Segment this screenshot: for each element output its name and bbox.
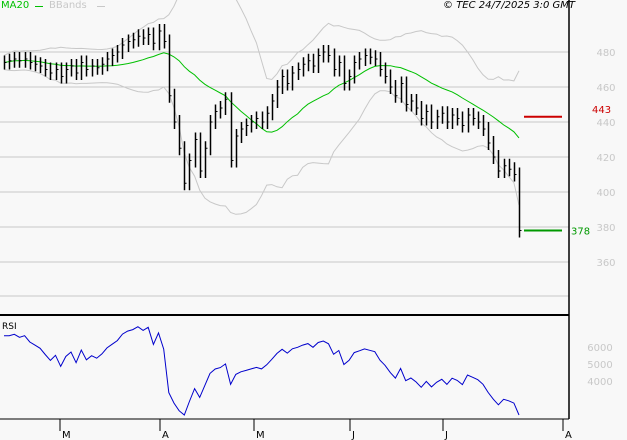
x-axis-tick-label: A bbox=[162, 430, 169, 440]
legend: MA20 BBands bbox=[1, 0, 111, 12]
legend-bbands: BBands bbox=[49, 0, 87, 11]
price-tick-label: 480 bbox=[596, 48, 615, 59]
price-tick-label: 360 bbox=[596, 258, 615, 269]
price-tick-label: 380 bbox=[596, 223, 615, 234]
rsi-line bbox=[4, 326, 520, 416]
rsi-tick-label: 5000 bbox=[587, 360, 612, 371]
ma20-line bbox=[3, 52, 520, 139]
rsi-tick-label: 6000 bbox=[587, 343, 612, 354]
x-axis-tick-label: A bbox=[565, 430, 572, 440]
level-label-378: 378 bbox=[571, 227, 590, 238]
price-tick-label: 420 bbox=[596, 153, 615, 164]
x-axis-tick-label: J bbox=[444, 430, 448, 440]
rsi-label: RSI bbox=[2, 322, 17, 332]
legend-bbands-swatch bbox=[97, 6, 105, 7]
rsi-tick-label: 4000 bbox=[587, 377, 612, 388]
copyright-timestamp: © TEC 24/7/2025 3:0 GMT bbox=[443, 0, 575, 11]
price-tick-label: 440 bbox=[596, 118, 615, 129]
level-label-443: 443 bbox=[592, 105, 611, 116]
bollinger-lower-line bbox=[3, 69, 520, 215]
legend-ma20-swatch bbox=[35, 6, 43, 7]
x-axis-tick-label: M bbox=[256, 430, 265, 440]
x-axis-tick-label: M bbox=[62, 430, 71, 440]
price-tick-label: 400 bbox=[596, 188, 615, 199]
x-axis-tick-label: J bbox=[351, 430, 355, 440]
bollinger-upper-line bbox=[3, 0, 520, 82]
price-tick-label: 460 bbox=[596, 83, 615, 94]
legend-ma20: MA20 bbox=[1, 0, 30, 11]
